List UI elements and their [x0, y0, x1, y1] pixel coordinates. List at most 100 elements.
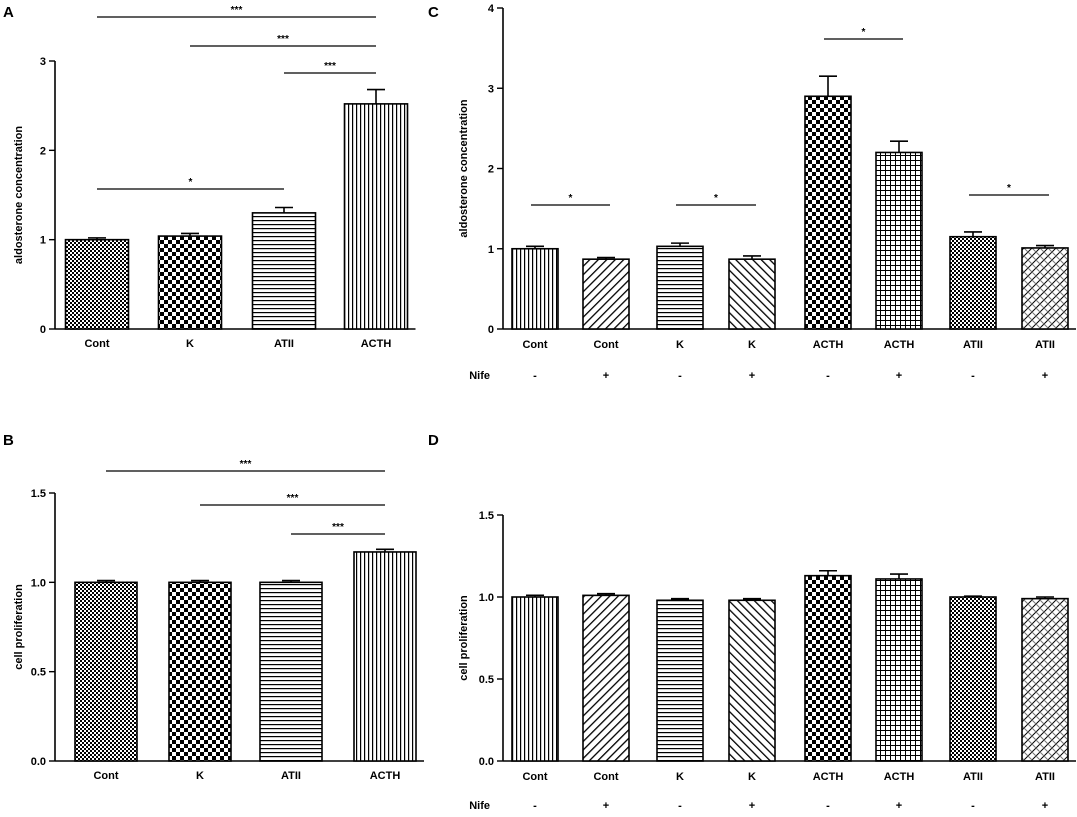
y-tick-label: 2	[488, 164, 494, 176]
significance-label: ***	[240, 459, 252, 470]
nife-row-label: Nife	[469, 800, 490, 812]
panel-letter-a: A	[3, 4, 14, 21]
category-label: ACTH	[813, 771, 844, 783]
bar	[168, 581, 232, 762]
y-tick-label: 1.5	[479, 510, 494, 522]
category-label: Cont	[522, 339, 547, 351]
bar	[728, 599, 776, 762]
y-tick-label: 3	[40, 56, 46, 68]
bar	[949, 596, 997, 762]
panel-b-chart: 0.0 0.5 1.0 1.5 cell proliferation Cont K ATII A…	[13, 459, 424, 782]
bar	[511, 247, 559, 330]
y-axis-title: aldosterone concentration	[13, 126, 25, 264]
bar	[74, 581, 138, 762]
significance-label: ***	[277, 34, 289, 45]
category-label: K	[196, 770, 204, 782]
category-label: K	[748, 771, 756, 783]
category-label: ATII	[281, 770, 301, 782]
nife-value: -	[826, 370, 830, 382]
nife-value: +	[896, 800, 902, 812]
y-tick-label: 3	[488, 83, 494, 95]
bar	[656, 245, 704, 330]
panel-c-chart: 0 1 2 3 4 aldosterone concentration Cont - Cont +…	[458, 3, 1076, 382]
y-tick-label: 0.0	[31, 756, 46, 768]
y-tick-label: 1	[40, 235, 46, 247]
nife-row-label: Nife	[469, 370, 490, 382]
nife-value: -	[533, 800, 537, 812]
bar	[1021, 597, 1069, 762]
category-label: K	[748, 339, 756, 351]
category-label: ATII	[274, 338, 294, 350]
bar	[343, 103, 409, 330]
bar	[656, 599, 704, 762]
category-label: ATII	[963, 339, 983, 351]
bar	[875, 578, 923, 762]
bar	[875, 151, 923, 330]
category-label: ATII	[1035, 339, 1055, 351]
category-label: ACTH	[361, 338, 392, 350]
category-label: Cont	[84, 338, 109, 350]
nife-value: +	[749, 800, 755, 812]
y-tick-label: 0.5	[31, 667, 46, 679]
significance-label: *	[714, 193, 718, 204]
y-axis-title: cell proliferation	[13, 584, 25, 670]
y-tick-label: 1.0	[479, 592, 494, 604]
y-tick-label: 4	[488, 3, 495, 15]
nife-value: -	[826, 800, 830, 812]
bar	[64, 238, 130, 330]
nife-value: +	[1042, 800, 1048, 812]
panel-letter-b: B	[3, 432, 14, 449]
bar	[259, 581, 323, 762]
y-axis-title: aldosterone concentration	[458, 99, 470, 237]
bar	[157, 235, 223, 330]
bar	[251, 212, 317, 330]
nife-value: +	[749, 370, 755, 382]
bar	[804, 574, 852, 762]
category-label: Cont	[593, 339, 618, 351]
nife-value: -	[971, 800, 975, 812]
nife-value: +	[603, 370, 609, 382]
bar	[949, 235, 997, 330]
bar	[804, 95, 852, 330]
nife-value: -	[678, 370, 682, 382]
nife-value: -	[533, 370, 537, 382]
category-label: ATII	[963, 771, 983, 783]
category-label: Cont	[93, 770, 118, 782]
bar	[582, 258, 630, 330]
category-label: ACTH	[370, 770, 401, 782]
significance-label: *	[569, 193, 573, 204]
significance-label: ***	[332, 522, 344, 533]
nife-value: +	[896, 370, 902, 382]
panel-letter-c: C	[428, 4, 439, 21]
y-tick-label: 1.0	[31, 577, 46, 589]
bar	[728, 258, 776, 330]
y-tick-label: 2	[40, 145, 46, 157]
y-tick-label: 0.0	[479, 756, 494, 768]
panel-letter-d: D	[428, 432, 439, 449]
bar	[353, 551, 417, 762]
nife-value: -	[678, 800, 682, 812]
category-label: ACTH	[813, 339, 844, 351]
y-tick-label: 0	[40, 324, 46, 336]
significance-label: *	[1007, 183, 1011, 194]
significance-label: *	[862, 27, 866, 38]
category-label: ACTH	[884, 771, 915, 783]
category-label: K	[186, 338, 194, 350]
category-label: Cont	[593, 771, 618, 783]
panel-d-chart: 0.0 0.5 1.0 1.5 cell proliferation Cont - Cont +…	[458, 510, 1076, 812]
bar	[511, 596, 559, 762]
nife-value: -	[971, 370, 975, 382]
bar	[582, 594, 630, 762]
category-label: ACTH	[884, 339, 915, 351]
category-label: K	[676, 339, 684, 351]
y-tick-label: 0.5	[479, 674, 494, 686]
y-axis-title: cell proliferation	[458, 595, 470, 681]
bar	[1021, 247, 1069, 330]
panel-a-chart: 0 1 2 3 aldosterone concentration Cont K ATII AC…	[13, 5, 416, 350]
category-label: ATII	[1035, 771, 1055, 783]
significance-label: ***	[287, 493, 299, 504]
y-tick-label: 1.5	[31, 488, 46, 500]
category-label: K	[676, 771, 684, 783]
nife-value: +	[1042, 370, 1048, 382]
